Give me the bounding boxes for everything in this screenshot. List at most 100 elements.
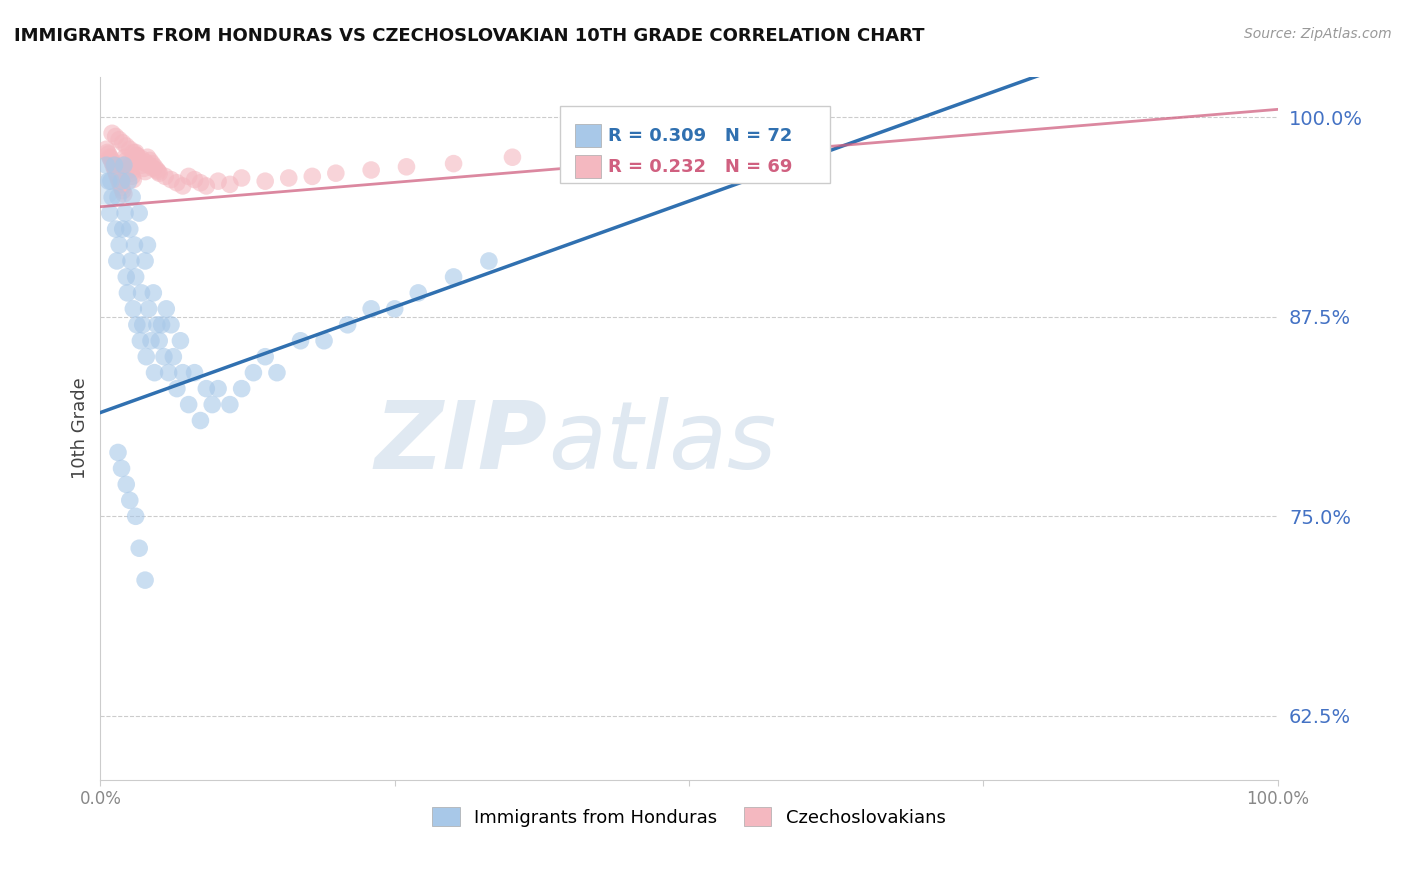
Point <box>121 190 143 204</box>
Point <box>207 382 229 396</box>
Point <box>124 509 146 524</box>
Point <box>139 334 162 348</box>
Point <box>96 145 118 160</box>
Point <box>101 155 124 169</box>
Point <box>336 318 359 332</box>
Point <box>107 190 129 204</box>
Point <box>148 166 170 180</box>
Point <box>146 164 169 178</box>
Point <box>112 158 135 172</box>
Point <box>143 366 166 380</box>
Point <box>177 169 200 184</box>
Point <box>97 174 120 188</box>
Point <box>148 334 170 348</box>
Point <box>231 171 253 186</box>
Text: ZIP: ZIP <box>375 397 548 489</box>
Point <box>166 382 188 396</box>
Point <box>93 182 115 196</box>
Point <box>254 174 277 188</box>
Point <box>108 238 131 252</box>
Point <box>117 174 139 188</box>
Point <box>266 366 288 380</box>
Point <box>100 152 122 166</box>
Point <box>98 150 121 164</box>
Point <box>201 398 224 412</box>
Point <box>115 269 138 284</box>
Point <box>360 301 382 316</box>
Point <box>129 155 152 169</box>
Point <box>104 164 127 178</box>
Point <box>96 142 118 156</box>
Point <box>153 350 176 364</box>
Text: R = 0.232   N = 69: R = 0.232 N = 69 <box>607 158 792 176</box>
Point <box>104 222 127 236</box>
Point <box>395 160 418 174</box>
Point <box>111 136 134 150</box>
Point <box>110 178 132 192</box>
Point <box>118 222 141 236</box>
Point <box>105 168 128 182</box>
Point <box>120 254 142 268</box>
Point <box>124 269 146 284</box>
Point <box>138 301 160 316</box>
Point <box>111 222 134 236</box>
Point <box>142 285 165 300</box>
Point <box>160 172 183 186</box>
Point <box>117 156 139 170</box>
Point <box>131 158 153 172</box>
Point <box>190 176 212 190</box>
Point <box>134 155 156 169</box>
FancyBboxPatch shape <box>575 125 600 147</box>
Point <box>360 163 382 178</box>
Point <box>146 163 169 178</box>
Y-axis label: 10th Grade: 10th Grade <box>72 377 89 479</box>
Point <box>135 350 157 364</box>
Point <box>136 238 159 252</box>
Point <box>114 206 136 220</box>
Point <box>101 190 124 204</box>
Point <box>134 254 156 268</box>
Point <box>132 161 155 176</box>
Text: R = 0.309   N = 72: R = 0.309 N = 72 <box>607 127 792 145</box>
Point <box>169 334 191 348</box>
Point <box>107 445 129 459</box>
Point <box>218 178 240 192</box>
Point <box>166 176 188 190</box>
Point <box>104 129 127 144</box>
Point <box>100 174 122 188</box>
Point <box>118 493 141 508</box>
Point <box>384 301 406 316</box>
Point <box>150 318 173 332</box>
Point <box>242 366 264 380</box>
Point <box>111 184 134 198</box>
Point <box>103 158 125 172</box>
Point <box>139 153 162 168</box>
Point <box>478 254 501 268</box>
Point <box>101 126 124 140</box>
Point <box>115 139 138 153</box>
Point <box>160 318 183 332</box>
Point <box>155 301 177 316</box>
Point <box>195 178 218 193</box>
Point <box>406 285 429 300</box>
Point <box>122 145 145 160</box>
Text: IMMIGRANTS FROM HONDURAS VS CZECHOSLOVAKIAN 10TH GRADE CORRELATION CHART: IMMIGRANTS FROM HONDURAS VS CZECHOSLOVAK… <box>14 27 925 45</box>
Point <box>110 174 132 188</box>
FancyBboxPatch shape <box>575 155 600 178</box>
Point <box>96 158 118 172</box>
Point <box>115 477 138 491</box>
Point <box>301 169 323 184</box>
Point <box>115 153 138 168</box>
Point <box>254 350 277 364</box>
Point <box>129 334 152 348</box>
Point <box>103 158 125 172</box>
Point <box>207 174 229 188</box>
Point <box>312 334 335 348</box>
Point <box>183 172 205 186</box>
Point <box>157 366 180 380</box>
Point <box>124 145 146 160</box>
Point <box>142 161 165 176</box>
Point <box>141 156 163 170</box>
Point <box>110 180 132 194</box>
Point <box>125 148 148 162</box>
